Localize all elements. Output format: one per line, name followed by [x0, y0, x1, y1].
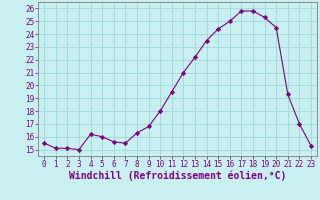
X-axis label: Windchill (Refroidissement éolien,°C): Windchill (Refroidissement éolien,°C) — [69, 171, 286, 181]
